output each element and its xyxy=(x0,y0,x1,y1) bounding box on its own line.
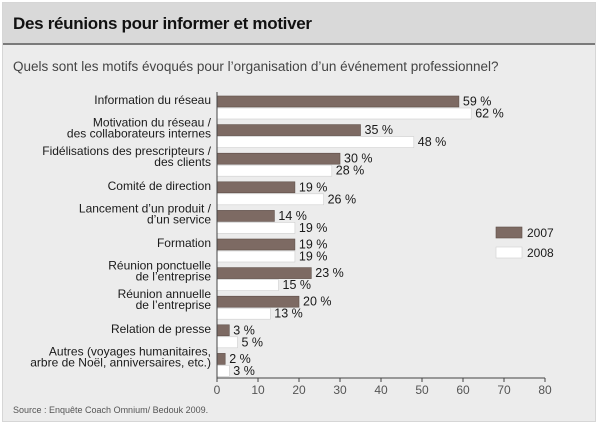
x-tick-label: 60 xyxy=(456,383,470,397)
category-label: de l’entreprise xyxy=(136,298,212,312)
legend-label-2008: 2008 xyxy=(527,246,554,260)
bar-2008 xyxy=(216,307,271,320)
value-label-2008: 26 % xyxy=(328,192,357,206)
title-bar: Des réunions pour informer et motiver xyxy=(3,3,595,45)
bar-2007 xyxy=(216,295,300,308)
bar-2008 xyxy=(216,193,324,206)
value-label-2008: 48 % xyxy=(418,135,447,149)
x-tick-label: 10 xyxy=(251,383,265,397)
category-label: des clients xyxy=(154,155,211,169)
category-label: des collaborateurs internes xyxy=(67,127,211,141)
bar-2007 xyxy=(216,95,460,108)
category-label: de l’entreprise xyxy=(136,270,212,284)
value-label-2008: 28 % xyxy=(336,164,365,178)
x-tick-label: 50 xyxy=(415,383,429,397)
category-label: Formation xyxy=(157,236,211,250)
bar-2008 xyxy=(216,336,238,349)
value-label-2008: 62 % xyxy=(475,107,504,121)
bar-2008 xyxy=(216,279,279,291)
bar-2008 xyxy=(216,107,472,120)
legend-swatch-2007 xyxy=(495,226,523,239)
category-label: Information du réseau xyxy=(94,93,211,107)
bar-2008 xyxy=(216,222,296,234)
page-title: Des réunions pour informer et motiver xyxy=(13,14,312,33)
category-label: Motivation du réseau / xyxy=(93,116,212,130)
legend-swatch-2008 xyxy=(495,246,523,259)
legend-label-2007: 2007 xyxy=(527,226,554,240)
value-label-2007: 2 % xyxy=(229,352,251,366)
bar-2007 xyxy=(216,267,312,279)
value-label-2008: 19 % xyxy=(299,250,328,264)
value-label-2007: 19 % xyxy=(299,180,328,194)
bar-2007 xyxy=(216,210,275,222)
bar-2007 xyxy=(216,181,296,194)
x-tick-label: 30 xyxy=(333,383,347,397)
x-tick-label: 0 xyxy=(214,383,221,397)
bar-2007 xyxy=(216,238,296,251)
category-label: d’un service xyxy=(147,212,211,226)
x-tick-label: 20 xyxy=(292,383,306,397)
value-label-2008: 5 % xyxy=(242,335,264,349)
value-label-2008: 13 % xyxy=(274,307,303,321)
bar-2007 xyxy=(216,353,226,365)
bar-2007 xyxy=(216,324,230,337)
category-label: Réunion ponctuelle xyxy=(108,259,211,273)
bar-chart: Information du réseau 59 %62 % Motivation … xyxy=(30,92,554,397)
value-label-2007: 30 % xyxy=(344,152,373,166)
value-label-2008: 15 % xyxy=(283,278,312,292)
bar-2007 xyxy=(216,124,361,136)
x-tick-label: 40 xyxy=(374,383,388,397)
bar-2008 xyxy=(216,136,415,148)
category-label: Autres (voyages humanitaires, xyxy=(49,344,211,358)
x-tick-label: 70 xyxy=(497,383,511,397)
bar-2008 xyxy=(216,164,333,177)
chart-question: Quels sont les motifs évoqués pour l’org… xyxy=(13,59,499,74)
chart-panel: Des réunions pour informer et motiver Qu… xyxy=(2,2,596,422)
bar-2008 xyxy=(216,250,296,263)
value-label-2007: 3 % xyxy=(233,323,255,337)
value-label-2008: 19 % xyxy=(299,221,328,235)
category-label: Relation de presse xyxy=(111,322,211,336)
category-label: Lancement d’un produit / xyxy=(79,201,212,215)
x-tick-label: 80 xyxy=(538,383,552,397)
value-label-2008: 3 % xyxy=(233,364,255,378)
bar-2008 xyxy=(216,365,230,377)
value-label-2007: 14 % xyxy=(278,209,307,223)
category-label: Fidélisations des prescripteurs / xyxy=(42,144,211,158)
category-label: arbre de Noël, anniversaires, etc.) xyxy=(30,355,211,369)
category-label: Réunion annuelle xyxy=(118,287,212,301)
category-label: Comité de direction xyxy=(108,179,211,193)
value-label-2007: 20 % xyxy=(303,295,332,309)
value-label-2007: 35 % xyxy=(365,123,394,137)
value-label-2007: 59 % xyxy=(463,95,492,109)
source-note: Source : Enquête Coach Omnium/ Bedouk 20… xyxy=(13,405,209,415)
bar-2007 xyxy=(216,152,341,165)
value-label-2007: 19 % xyxy=(299,238,328,252)
value-label-2007: 23 % xyxy=(315,266,344,280)
